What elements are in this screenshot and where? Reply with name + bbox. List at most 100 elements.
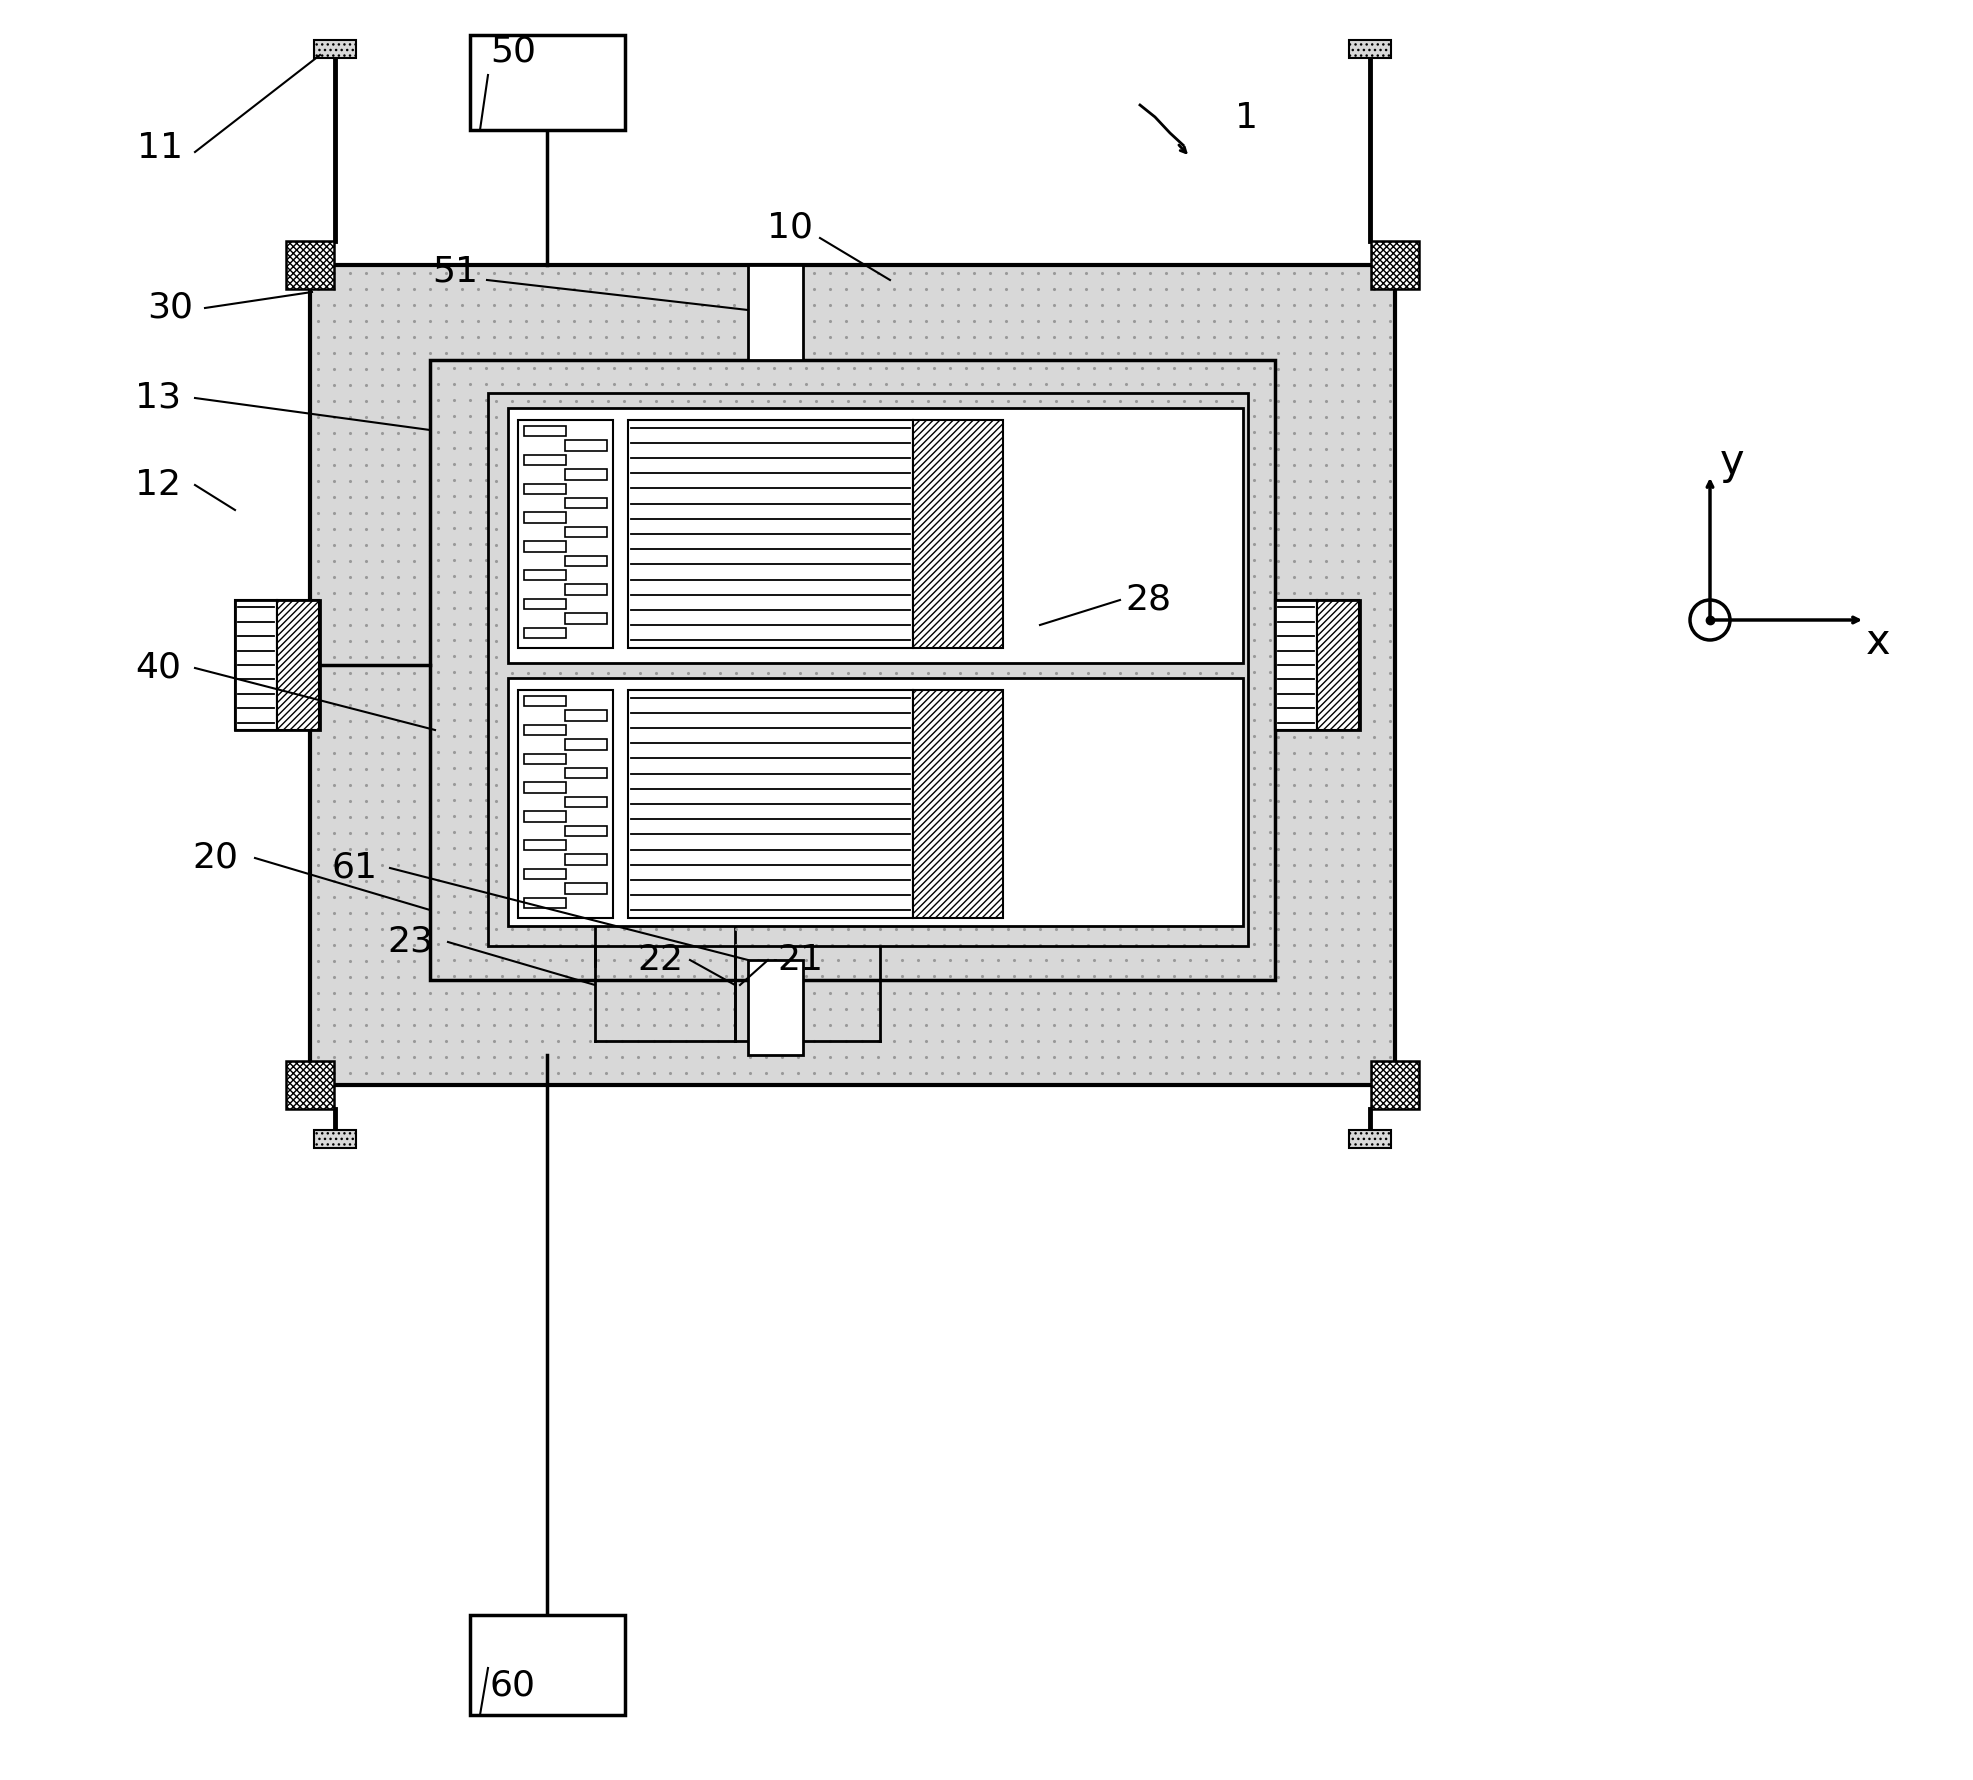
Point [990,1027,1022,1056]
Point [689,482,720,511]
Point [1136,595,1168,623]
Point [1182,546,1213,575]
Point [333,274,365,303]
Point [673,803,704,831]
Point [1077,402,1109,431]
Point [1294,290,1326,319]
Bar [470,1614,625,1714]
Point [1213,995,1245,1023]
Point [815,915,846,943]
Point [975,979,1006,1007]
Point [1166,867,1198,895]
Point [1024,659,1056,687]
Point [1174,402,1206,431]
Point [766,402,797,431]
Point [1342,979,1373,1007]
Point [975,835,1006,863]
Point [943,595,975,623]
Point [606,835,637,863]
Point [349,931,381,959]
Point [862,611,894,639]
Point [704,835,736,863]
Point [367,450,399,479]
Point [639,803,671,831]
Point [983,945,1014,974]
Point [318,675,349,703]
Point [606,1043,637,1072]
Point [1030,514,1061,543]
Point [1213,386,1245,415]
Point [965,434,996,463]
Point [957,659,988,687]
Point [1357,803,1389,831]
Point [349,851,381,879]
Point [1182,274,1213,303]
Point [1326,1011,1357,1040]
Point [1006,1027,1038,1056]
Point [574,851,606,879]
Point [1373,595,1405,623]
Point [1174,546,1206,575]
Point [813,915,844,943]
Point [1127,737,1158,765]
Point [1190,482,1221,511]
Point [1357,274,1389,303]
Point [933,562,965,591]
Point [582,450,614,479]
Point [653,963,685,991]
Point [430,611,462,639]
Point [766,707,797,735]
Point [941,611,973,639]
Point [781,979,813,1007]
Point [637,995,669,1023]
Point [302,995,333,1023]
Point [529,498,560,527]
Point [1093,737,1125,765]
Point [1127,691,1158,719]
Point [592,691,623,719]
Point [933,370,965,399]
Point [752,915,783,943]
Point [653,803,685,831]
Point [623,627,655,655]
Point [543,1043,574,1072]
Point [629,691,661,719]
Point [766,386,797,415]
Point [781,498,813,527]
Point [880,803,912,831]
Point [704,418,736,447]
Point [1101,947,1133,975]
Point [430,290,462,319]
Point [485,627,517,655]
Point [1085,482,1117,511]
Point [710,849,742,878]
Point [1174,675,1206,703]
Point [1184,659,1215,687]
Point [527,274,558,303]
Point [1069,819,1101,847]
Point [1253,721,1284,749]
Point [1310,386,1342,415]
Point [1221,402,1253,431]
Point [1103,595,1134,623]
Point [687,627,718,655]
Point [1342,851,1373,879]
Point [689,402,720,431]
Point [941,819,973,847]
Point [592,418,623,447]
Point [1373,1059,1405,1088]
Point [766,755,797,783]
Point [998,466,1030,495]
Point [1061,354,1093,383]
Point [1152,466,1184,495]
Point [846,627,878,655]
Point [870,881,902,910]
Point [767,835,799,863]
Point [621,627,653,655]
Point [726,769,758,797]
Point [1253,849,1284,878]
Point [773,514,805,543]
Point [1006,290,1038,319]
Point [566,578,598,607]
Point [462,611,493,639]
